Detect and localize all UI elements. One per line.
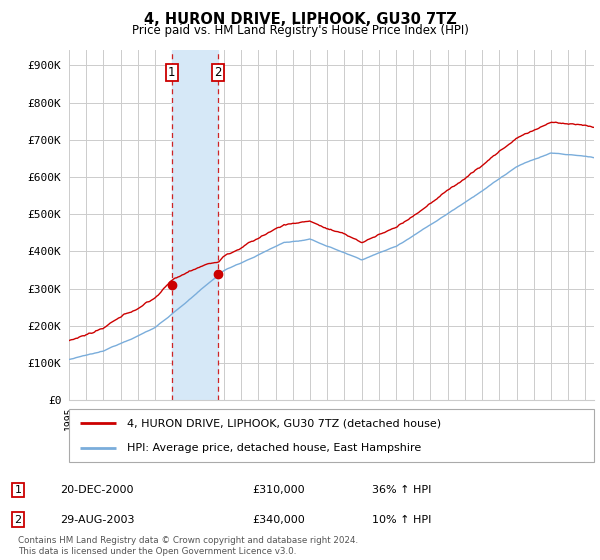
Text: 4, HURON DRIVE, LIPHOOK, GU30 7TZ: 4, HURON DRIVE, LIPHOOK, GU30 7TZ [143, 12, 457, 27]
Bar [172, 50, 218, 400]
Text: Contains HM Land Registry data © Crown copyright and database right 2024.
This d: Contains HM Land Registry data © Crown c… [18, 536, 358, 556]
Text: £310,000: £310,000 [252, 485, 305, 495]
FancyBboxPatch shape [69, 409, 594, 462]
Text: 2: 2 [214, 66, 222, 79]
Text: HPI: Average price, detached house, East Hampshire: HPI: Average price, detached house, East… [127, 442, 421, 452]
Text: 20-DEC-2000: 20-DEC-2000 [60, 485, 133, 495]
Text: 2: 2 [14, 515, 22, 525]
Text: 36% ↑ HPI: 36% ↑ HPI [372, 485, 431, 495]
Text: 29-AUG-2003: 29-AUG-2003 [60, 515, 134, 525]
Text: 4, HURON DRIVE, LIPHOOK, GU30 7TZ (detached house): 4, HURON DRIVE, LIPHOOK, GU30 7TZ (detac… [127, 418, 441, 428]
Text: 10% ↑ HPI: 10% ↑ HPI [372, 515, 431, 525]
Text: £340,000: £340,000 [252, 515, 305, 525]
Text: Price paid vs. HM Land Registry's House Price Index (HPI): Price paid vs. HM Land Registry's House … [131, 24, 469, 36]
Text: 1: 1 [168, 66, 176, 79]
Text: 1: 1 [14, 485, 22, 495]
